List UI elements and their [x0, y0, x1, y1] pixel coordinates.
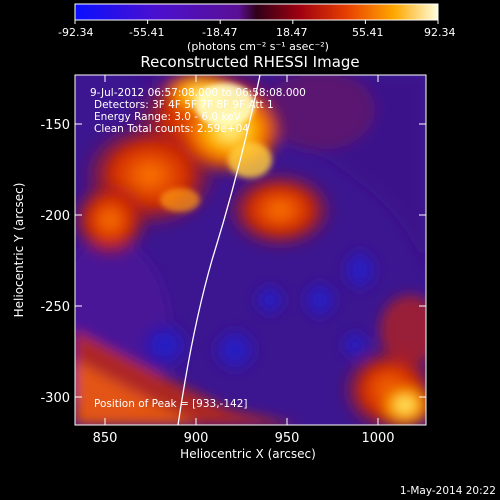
info-detectors: Detectors: 3F 4F 5F 7F 8F 9F Att 1 [94, 99, 274, 111]
y-tick-label: -150 [40, 118, 70, 133]
colorbar-tick-label: 18.47 [276, 26, 308, 39]
solar-limb-line [177, 75, 261, 425]
info-energy: Energy Range: 3.0 - 6.0 keV [94, 111, 242, 123]
footer-date: 1-May-2014 20:22 [400, 485, 496, 497]
colorbar-ticks [74, 20, 439, 24]
y-tick-label: -250 [40, 300, 70, 315]
colorbar-tick-label: 92.34 [424, 26, 456, 39]
colorbar-tick-label: -92.34 [58, 26, 93, 39]
info-method: Clean Total counts: 2.59e+04 [94, 123, 249, 135]
info-time: 9-Jul-2012 06:57:08.000 to 06:58:08.000 [90, 87, 306, 99]
y-axis-label: Heliocentric Y (arcsec) [12, 183, 26, 318]
x-tick-label: 850 [93, 431, 118, 446]
colorbar-tick-label: -55.41 [129, 26, 164, 39]
y-tick-label: -200 [40, 209, 70, 224]
x-tick-label: 900 [184, 431, 209, 446]
colorbar [74, 3, 439, 21]
colorbar-tick-label: -18.47 [202, 26, 237, 39]
rhessi-image [75, 75, 426, 425]
y-tick-label: -300 [40, 391, 70, 406]
colorbar-tick-label: 55.41 [352, 26, 384, 39]
y-axis-ticks [75, 123, 426, 398]
plot-frame [74, 74, 427, 426]
x-axis-ticks [104, 75, 379, 425]
x-axis-label: Heliocentric X (arcsec) [180, 447, 316, 461]
colorbar-unit-label: (photons cm⁻² s⁻¹ asec⁻²) [187, 40, 329, 53]
peak-position: Position of Peak = [933,-142] [94, 398, 248, 410]
plot-title: Reconstructed RHESSI Image [140, 53, 359, 71]
x-tick-label: 950 [275, 431, 300, 446]
x-tick-label: 1000 [361, 431, 394, 446]
